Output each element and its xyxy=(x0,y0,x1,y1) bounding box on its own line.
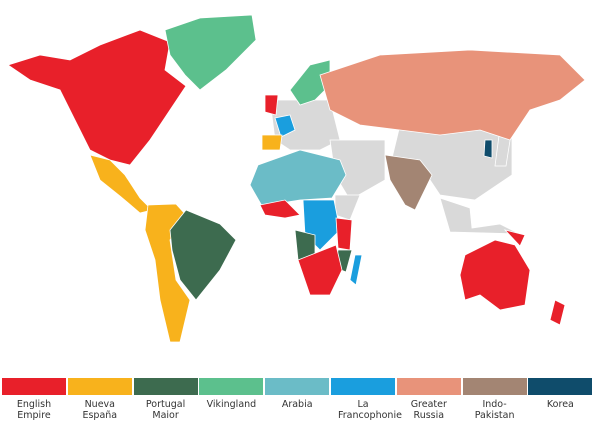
legend-item: Korea xyxy=(528,378,593,410)
legend-label-box: Arabia xyxy=(265,399,329,410)
north-africa xyxy=(249,149,347,207)
legend-item: Greater Russia xyxy=(396,378,461,421)
horn-africa xyxy=(334,194,361,221)
legend-swatch xyxy=(462,378,527,395)
mexico xyxy=(89,154,153,214)
legend-swatch xyxy=(133,378,198,395)
australia xyxy=(459,239,531,311)
russia xyxy=(319,49,586,141)
legend-label: Korea xyxy=(546,399,574,410)
india xyxy=(384,154,433,211)
uk xyxy=(264,94,279,116)
new-zealand xyxy=(549,299,566,326)
legend-label-box: English Empire xyxy=(2,399,66,421)
legend-swatch xyxy=(396,378,461,395)
legend-label: Nueva España xyxy=(82,399,118,421)
legend-swatch xyxy=(67,378,132,395)
southern-africa xyxy=(297,244,343,296)
north-america xyxy=(7,29,187,166)
legend-item: Portugal Maior xyxy=(133,378,198,421)
southeast-asia xyxy=(439,197,521,235)
legend-label: English Empire xyxy=(16,399,52,421)
korea xyxy=(483,139,493,159)
legend-item: English Empire xyxy=(2,378,66,421)
legend-label-box: La Francophonie xyxy=(331,399,402,421)
legend-item: La Francophonie xyxy=(331,378,402,421)
legend-label-box: Greater Russia xyxy=(397,399,461,421)
legend-label-box: Vikingland xyxy=(199,399,263,410)
greenland xyxy=(164,14,257,91)
legend: English Empire Nueva España Portugal Maior… xyxy=(2,378,596,424)
legend-label: Greater Russia xyxy=(410,399,447,421)
legend-swatch xyxy=(2,378,66,395)
legend-label: Portugal Maior xyxy=(145,399,186,421)
legend-item: Indo-Pakistan xyxy=(462,378,527,421)
legend-item: Vikingland xyxy=(199,378,264,410)
west-africa xyxy=(259,199,301,219)
legend-label-box: Korea xyxy=(528,399,592,410)
legend-swatch xyxy=(528,378,593,395)
legend-swatch xyxy=(265,378,330,395)
papua xyxy=(503,229,526,247)
legend-label-box: Nueva España xyxy=(68,399,132,421)
legend-swatch xyxy=(199,378,264,395)
legend-label: Indo-Pakistan xyxy=(474,399,515,421)
legend-label-box: Portugal Maior xyxy=(134,399,198,421)
legend-item: Nueva España xyxy=(67,378,132,421)
world-map xyxy=(7,14,586,343)
east-africa xyxy=(335,217,353,251)
legend-label: Vikingland xyxy=(206,399,257,410)
brazil xyxy=(169,209,237,301)
legend-swatch xyxy=(331,378,395,395)
spain xyxy=(261,134,283,151)
france xyxy=(274,114,296,138)
legend-label-box: Indo-Pakistan xyxy=(463,399,527,421)
madagascar xyxy=(349,254,363,286)
legend-label: La Francophonie xyxy=(338,399,402,421)
legend-label: Arabia xyxy=(281,399,313,410)
legend-item: Arabia xyxy=(265,378,330,410)
